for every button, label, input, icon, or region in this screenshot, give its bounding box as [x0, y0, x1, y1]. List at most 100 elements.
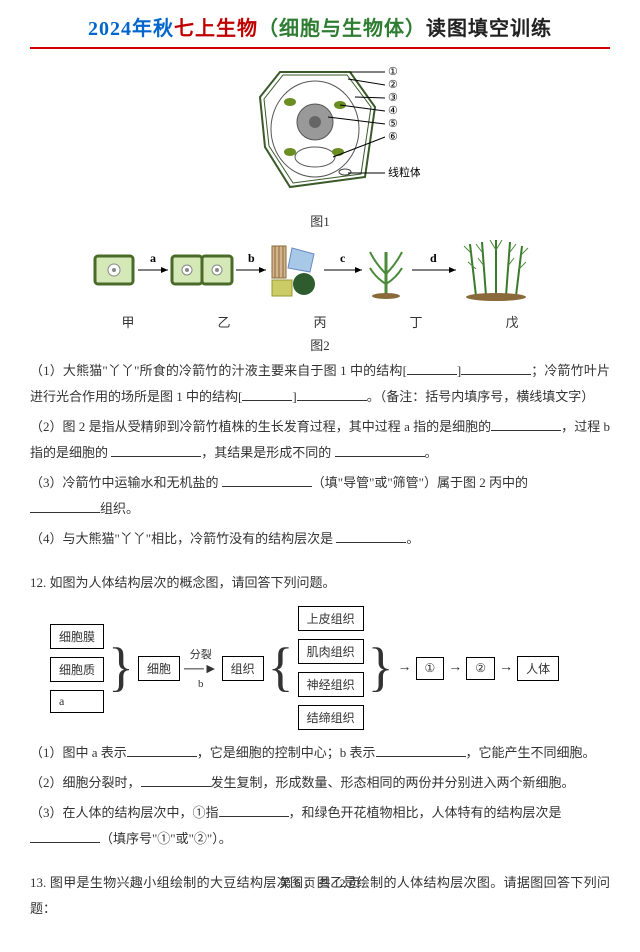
page-header: 2024年秋七上生物（细胞与生物体）读图填空训练	[30, 12, 610, 47]
header-type: 读图填空训练	[426, 18, 552, 40]
blank[interactable]	[127, 744, 197, 757]
box-two: ②	[466, 657, 495, 680]
svg-text:a: a	[150, 251, 156, 265]
seq-label-4: 丁	[409, 312, 422, 331]
blank[interactable]	[376, 744, 466, 757]
q11-p4: （4）与大熊猫"丫丫"相比，冷箭竹没有的结构层次是 。	[30, 526, 610, 552]
box-one: ①	[416, 657, 445, 680]
footer-b: 页 共	[300, 876, 333, 890]
seq-label-5: 戊	[505, 312, 518, 331]
blank[interactable]	[30, 500, 100, 513]
box-tissue: 组织	[222, 656, 264, 681]
cell-label-mito: 线粒体	[388, 165, 420, 179]
blank[interactable]	[336, 530, 406, 543]
svg-text:b: b	[248, 251, 255, 265]
footer-c: 页	[346, 876, 361, 890]
box-epi: 上皮组织	[298, 606, 364, 631]
q12-p3: （3）在人体的结构层次中，①指 ，和绿色开花植物相比，人体特有的结构层次是 （填序…	[30, 800, 610, 852]
q11-p1e: 。（备注：括号内填序号，横线填文字）	[367, 389, 595, 404]
arrow-icon: →	[448, 660, 462, 676]
cell-label-4: ④	[388, 105, 398, 117]
q11-p1: （1）大熊猫"丫丫"所食的冷箭竹的汁液主要来自于图 1 中的结构[]；冷箭竹叶片…	[30, 358, 610, 410]
split-top: 分裂	[190, 646, 212, 662]
q11-p2: （2）图 2 是指从受精卵到冷箭竹植株的生长发育过程，其中过程 a 指的是细胞的…	[30, 414, 610, 466]
cell-label-2: ②	[388, 79, 398, 91]
q11-p3b: （填"导管"或"筛管"）属于图 2 丙中的	[312, 475, 528, 490]
brace-open: {	[268, 645, 294, 691]
cell-parts-col: 细胞膜 细胞质 a	[50, 624, 104, 713]
concept-map: 细胞膜 细胞质 a } 细胞 分裂 ──► b 组织 { 上皮组织 肌肉组织 神…	[50, 606, 610, 730]
q12-p3a: （3）在人体的结构层次中，①指	[30, 805, 219, 820]
q12-intro: 12. 如图为人体结构层次的概念图，请回答下列问题。	[30, 570, 610, 596]
q11-p1a: （1）大熊猫"丫丫"所食的冷箭竹的汁液主要来自于图 1 中的结构[	[30, 363, 407, 378]
blank[interactable]	[30, 830, 100, 843]
q11-p4b: 。	[406, 531, 419, 546]
arrow-icon: →	[398, 660, 412, 676]
page-footer: 第 6 页 共 12 页	[0, 874, 640, 891]
q11-p2c: ，其结果是形成不同的	[201, 445, 334, 460]
header-rule	[30, 47, 610, 49]
blank[interactable]	[491, 418, 561, 431]
q12-p2b: 发生复制，形成数量、形态相同的两份并分别进入两个新细胞。	[211, 775, 575, 790]
q12-p1a: （1）图中 a 表示	[30, 745, 127, 760]
figure-2: a b c d	[30, 234, 610, 354]
blank[interactable]	[297, 388, 367, 401]
blank[interactable]	[335, 444, 425, 457]
q12-p2: （2）细胞分裂时， 发生复制，形成数量、形态相同的两份并分别进入两个新细胞。	[30, 770, 610, 796]
header-year: 2024年秋	[88, 18, 174, 40]
header-subject: 七上生物	[174, 18, 258, 40]
q11-p3a: （3）冷箭竹中运输水和无机盐的	[30, 475, 222, 490]
q12-p1: （1）图中 a 表示 ，它是细胞的控制中心；b 表示 ，它能产生不同细胞。	[30, 740, 610, 766]
box-membrane: 细胞膜	[50, 624, 104, 649]
box-body: 人体	[517, 656, 559, 681]
box-muscle: 肌肉组织	[298, 639, 364, 664]
q11-p3: （3）冷箭竹中运输水和无机盐的 （填"导管"或"筛管"）属于图 2 丙中的 组织…	[30, 470, 610, 522]
blank[interactable]	[111, 444, 201, 457]
tissue-types-col: 上皮组织 肌肉组织 神经组织 结缔组织	[298, 606, 364, 730]
q11-p4a: （4）与大熊猫"丫丫"相比，冷箭竹没有的结构层次是	[30, 531, 336, 546]
sequence-item-labels: 甲 乙 丙 丁 戊	[80, 312, 560, 331]
figure-1-label: 图1	[30, 211, 610, 230]
blank[interactable]	[461, 362, 531, 375]
q12-p2a: （2）细胞分裂时，	[30, 775, 141, 790]
cell-label-6: ⑥	[388, 131, 398, 143]
arrow-icon: →	[499, 660, 513, 676]
seq-label-1: 甲	[121, 312, 134, 331]
footer-a: 第	[279, 876, 294, 890]
svg-text:d: d	[430, 251, 437, 265]
seq-label-2: 乙	[217, 312, 230, 331]
box-a: a	[50, 690, 104, 713]
cell-label-5: ⑤	[388, 118, 398, 130]
blank[interactable]	[407, 362, 457, 375]
q12-p3b: ，和绿色开花植物相比，人体特有的结构层次是	[289, 805, 562, 820]
figure-1: ① ② ③ ④ ⑤ ⑥ 线粒体 图1	[30, 57, 610, 230]
figure-2-label: 图2	[30, 335, 610, 354]
q11-p2a: （2）图 2 是指从受精卵到冷箭竹植株的生长发育过程，其中过程 a 指的是细胞的	[30, 419, 491, 434]
box-cell: 细胞	[138, 656, 180, 681]
box-cytoplasm: 细胞质	[50, 657, 104, 682]
q11-p2d: 。	[425, 445, 438, 460]
blank[interactable]	[141, 774, 211, 787]
brace-left: }	[108, 645, 134, 691]
header-topic: （细胞与生物体）	[258, 18, 426, 40]
cell-label-3: ③	[388, 92, 398, 104]
svg-text:c: c	[340, 251, 346, 265]
box-conn: 结缔组织	[298, 705, 364, 730]
q11-p3c: 组织。	[100, 501, 139, 516]
box-nerve: 神经组织	[298, 672, 364, 697]
seq-label-3: 丙	[313, 312, 326, 331]
split-bot: b	[198, 678, 204, 690]
q12-p3c: （填序号"①"或"②"）。	[100, 831, 232, 846]
blank[interactable]	[219, 804, 289, 817]
cell-label-1: ①	[388, 66, 398, 78]
cell-diagram: ① ② ③ ④ ⑤ ⑥ 线粒体	[220, 57, 420, 207]
blank[interactable]	[242, 388, 292, 401]
sequence-diagram: a b c d	[80, 234, 560, 304]
footer-total: 12	[334, 876, 346, 890]
blank[interactable]	[222, 474, 312, 487]
q12-p1b: ，它是细胞的控制中心；b 表示	[197, 745, 376, 760]
arrow-split: 分裂 ──► b	[184, 646, 218, 690]
brace-close: }	[368, 645, 394, 691]
arrow-icon: ──►	[184, 662, 218, 678]
q12-p1c: ，它能产生不同细胞。	[466, 745, 596, 760]
